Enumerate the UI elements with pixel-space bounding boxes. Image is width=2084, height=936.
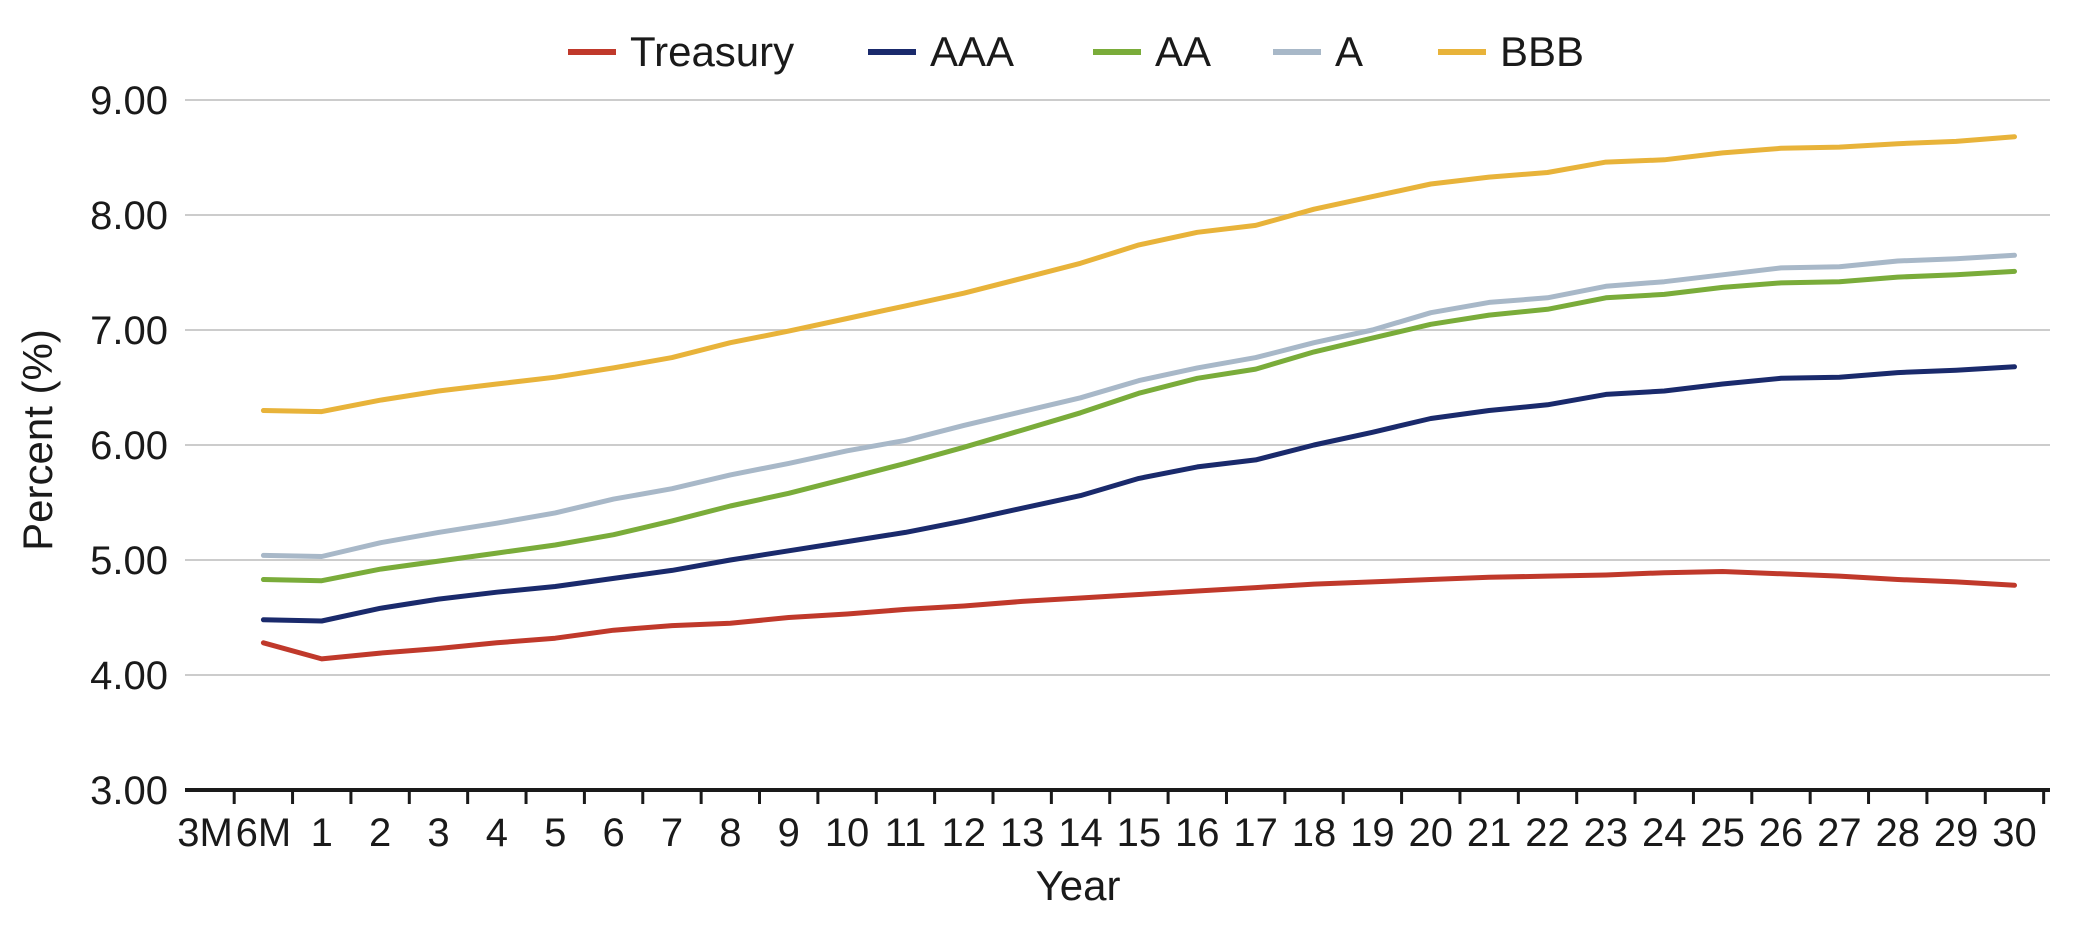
x-tick-label: 26 <box>1759 811 1804 855</box>
x-tick-label: 22 <box>1525 811 1570 855</box>
series-line-bbb <box>260 134 2017 415</box>
series-line-treasury <box>260 569 2017 662</box>
x-tick-label: 18 <box>1292 811 1337 855</box>
series-line-aaa <box>260 364 2017 624</box>
x-tick-label: 27 <box>1817 811 1862 855</box>
x-tick-label: 23 <box>1584 811 1629 855</box>
x-tick-label: 19 <box>1350 811 1395 855</box>
legend-item-aaa: AAA <box>868 28 1014 75</box>
x-tick-label: 21 <box>1467 811 1512 855</box>
legend-item-aa: AA <box>1093 28 1211 75</box>
legend-label: A <box>1335 28 1363 75</box>
y-axis: 3.00 4.00 5.00 6.00 7.00 8.00 9.00 <box>90 79 168 813</box>
legend-label: BBB <box>1500 28 1584 75</box>
x-tick-label: 6M <box>236 811 292 855</box>
y-tick-label: 7.00 <box>90 309 168 353</box>
x-tick-label: 8 <box>719 811 741 855</box>
x-tick-label: 28 <box>1875 811 1920 855</box>
legend: Treasury AAA AA A BBB <box>568 28 1584 75</box>
x-tick-label: 3 <box>427 811 449 855</box>
y-axis-title: Percent (%) <box>14 329 61 551</box>
series-lines <box>260 134 2017 662</box>
x-tick-label: 10 <box>825 811 870 855</box>
legend-label: Treasury <box>630 28 794 75</box>
series-line-a <box>260 252 2017 559</box>
x-tick-label: 6 <box>602 811 624 855</box>
x-tick-label: 5 <box>544 811 566 855</box>
y-tick-label: 5.00 <box>90 539 168 583</box>
x-tick-label: 12 <box>942 811 987 855</box>
y-tick-label: 4.00 <box>90 654 168 698</box>
legend-label: AA <box>1155 28 1211 75</box>
x-tick-label: 15 <box>1117 811 1162 855</box>
x-tick-label: 4 <box>486 811 508 855</box>
y-tick-label: 6.00 <box>90 424 168 468</box>
x-tick-label: 30 <box>1992 811 2037 855</box>
x-tick-label: 13 <box>1000 811 1045 855</box>
x-axis: 3M 6M 1 2 3 4 5 6 7 8 9 10 11 12 13 14 15 16 17 18 19 20 21 22 2… <box>177 788 2050 855</box>
y-tick-label: 8.00 <box>90 194 168 238</box>
legend-label: AAA <box>930 28 1014 75</box>
y-tick-label: 9.00 <box>90 79 168 123</box>
x-tick-label: 1 <box>311 811 333 855</box>
x-tick-label: 16 <box>1175 811 1220 855</box>
x-axis-title: Year <box>1036 862 1121 909</box>
y-tick-label: 3.00 <box>90 769 168 813</box>
x-tick-label: 25 <box>1700 811 1745 855</box>
x-tick-label: 14 <box>1058 811 1103 855</box>
x-tick-label: 29 <box>1934 811 1979 855</box>
x-tick-label: 20 <box>1409 811 1454 855</box>
legend-item-a: A <box>1273 28 1363 75</box>
x-tick-label: 9 <box>778 811 800 855</box>
x-tick-label: 24 <box>1642 811 1687 855</box>
x-tick-label: 2 <box>369 811 391 855</box>
series-line-aa <box>260 268 2017 584</box>
legend-item-bbb: BBB <box>1438 28 1584 75</box>
legend-item-treasury: Treasury <box>568 28 794 75</box>
x-tick-label: 7 <box>661 811 683 855</box>
gridlines <box>185 99 2050 676</box>
x-tick-label: 17 <box>1233 811 1278 855</box>
x-tick-label: 11 <box>885 811 927 855</box>
x-tick-label: 3M <box>177 811 233 855</box>
